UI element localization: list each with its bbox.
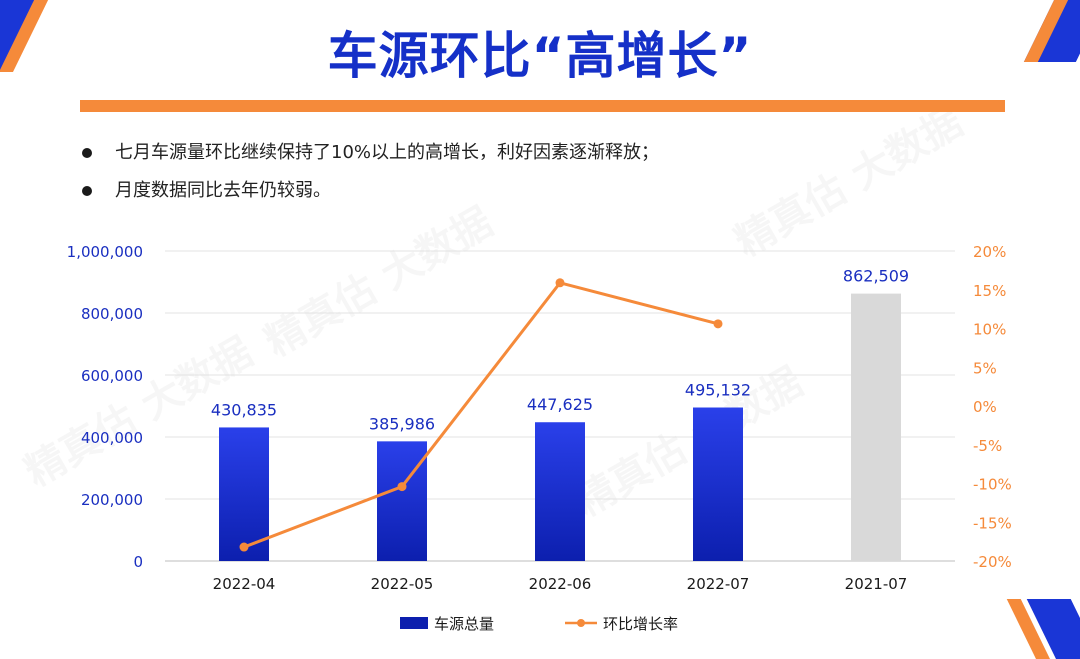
legend-swatch-dot	[577, 619, 585, 627]
legend: 车源总量 环比增长率	[400, 615, 678, 633]
line-path	[243, 281, 719, 549]
left-axis-tick-label: 800,000	[81, 305, 143, 323]
bullet-item: 月度数据同比去年仍较弱。	[82, 177, 659, 215]
x-axis-tick-label: 2022-05	[371, 575, 434, 593]
bar-2022-07	[693, 407, 743, 561]
bar-value-label: 495,132	[685, 381, 751, 400]
right-axis-tick-label: -15%	[973, 514, 1012, 532]
left-axis: 0 200,000 400,000 600,000 800,000 1,000,000	[67, 243, 143, 571]
bar-value-label: 862,509	[843, 267, 909, 286]
bar-2021-07	[851, 293, 901, 561]
line-point	[713, 319, 723, 329]
bullet-list: 七月车源量环比继续保持了10%以上的高增长，利好因素逐渐释放； 月度数据同比去年…	[82, 139, 659, 215]
line-series	[239, 278, 723, 552]
bullet-item: 七月车源量环比继续保持了10%以上的高增长，利好因素逐渐释放；	[82, 139, 659, 177]
left-axis-tick-label: 0	[133, 553, 143, 571]
left-axis-tick-label: 200,000	[81, 491, 143, 509]
left-axis-tick-label: 400,000	[81, 429, 143, 447]
right-axis-tick-label: 10%	[973, 321, 1006, 339]
page-title: 车源环比“高增长”	[327, 27, 753, 85]
right-axis-tick-label: 0%	[973, 398, 997, 416]
bar-value-label: 447,625	[527, 395, 593, 414]
line-point	[239, 542, 249, 552]
right-axis-tick-label: -20%	[973, 553, 1012, 571]
line-point	[397, 482, 407, 492]
right-axis-tick-label: 5%	[973, 359, 997, 377]
x-axis-tick-label: 2021-07	[845, 575, 908, 593]
legend-label-bar: 车源总量	[434, 615, 494, 633]
x-axis: 2022-04 2022-05 2022-06 2022-07 2021-07	[213, 575, 908, 593]
bar-2022-06	[535, 422, 585, 561]
left-axis-tick-label: 1,000,000	[67, 243, 143, 261]
right-axis-tick-label: 20%	[973, 243, 1006, 261]
bar-2022-04	[219, 427, 269, 561]
bar-2022-05	[377, 441, 427, 561]
legend-label-line: 环比增长率	[603, 615, 678, 633]
x-axis-tick-label: 2022-06	[529, 575, 592, 593]
bar-value-label: 430,835	[211, 400, 277, 419]
left-axis-tick-label: 600,000	[81, 367, 143, 385]
bar-series: 430,835 385,986 447,625 495,132 862,509	[211, 267, 909, 561]
right-axis-tick-label: -10%	[973, 476, 1012, 494]
legend-swatch-bar	[400, 617, 428, 629]
right-axis: -20% -15% -10% -5% 0% 5% 10% 15% 20%	[973, 243, 1012, 571]
line-point	[555, 278, 565, 288]
bar-value-label: 385,986	[369, 414, 435, 433]
title-underline	[80, 100, 1005, 112]
x-axis-tick-label: 2022-07	[687, 575, 750, 593]
right-axis-tick-label: -5%	[973, 437, 1002, 455]
right-axis-tick-label: 15%	[973, 282, 1006, 300]
x-axis-tick-label: 2022-04	[213, 575, 276, 593]
